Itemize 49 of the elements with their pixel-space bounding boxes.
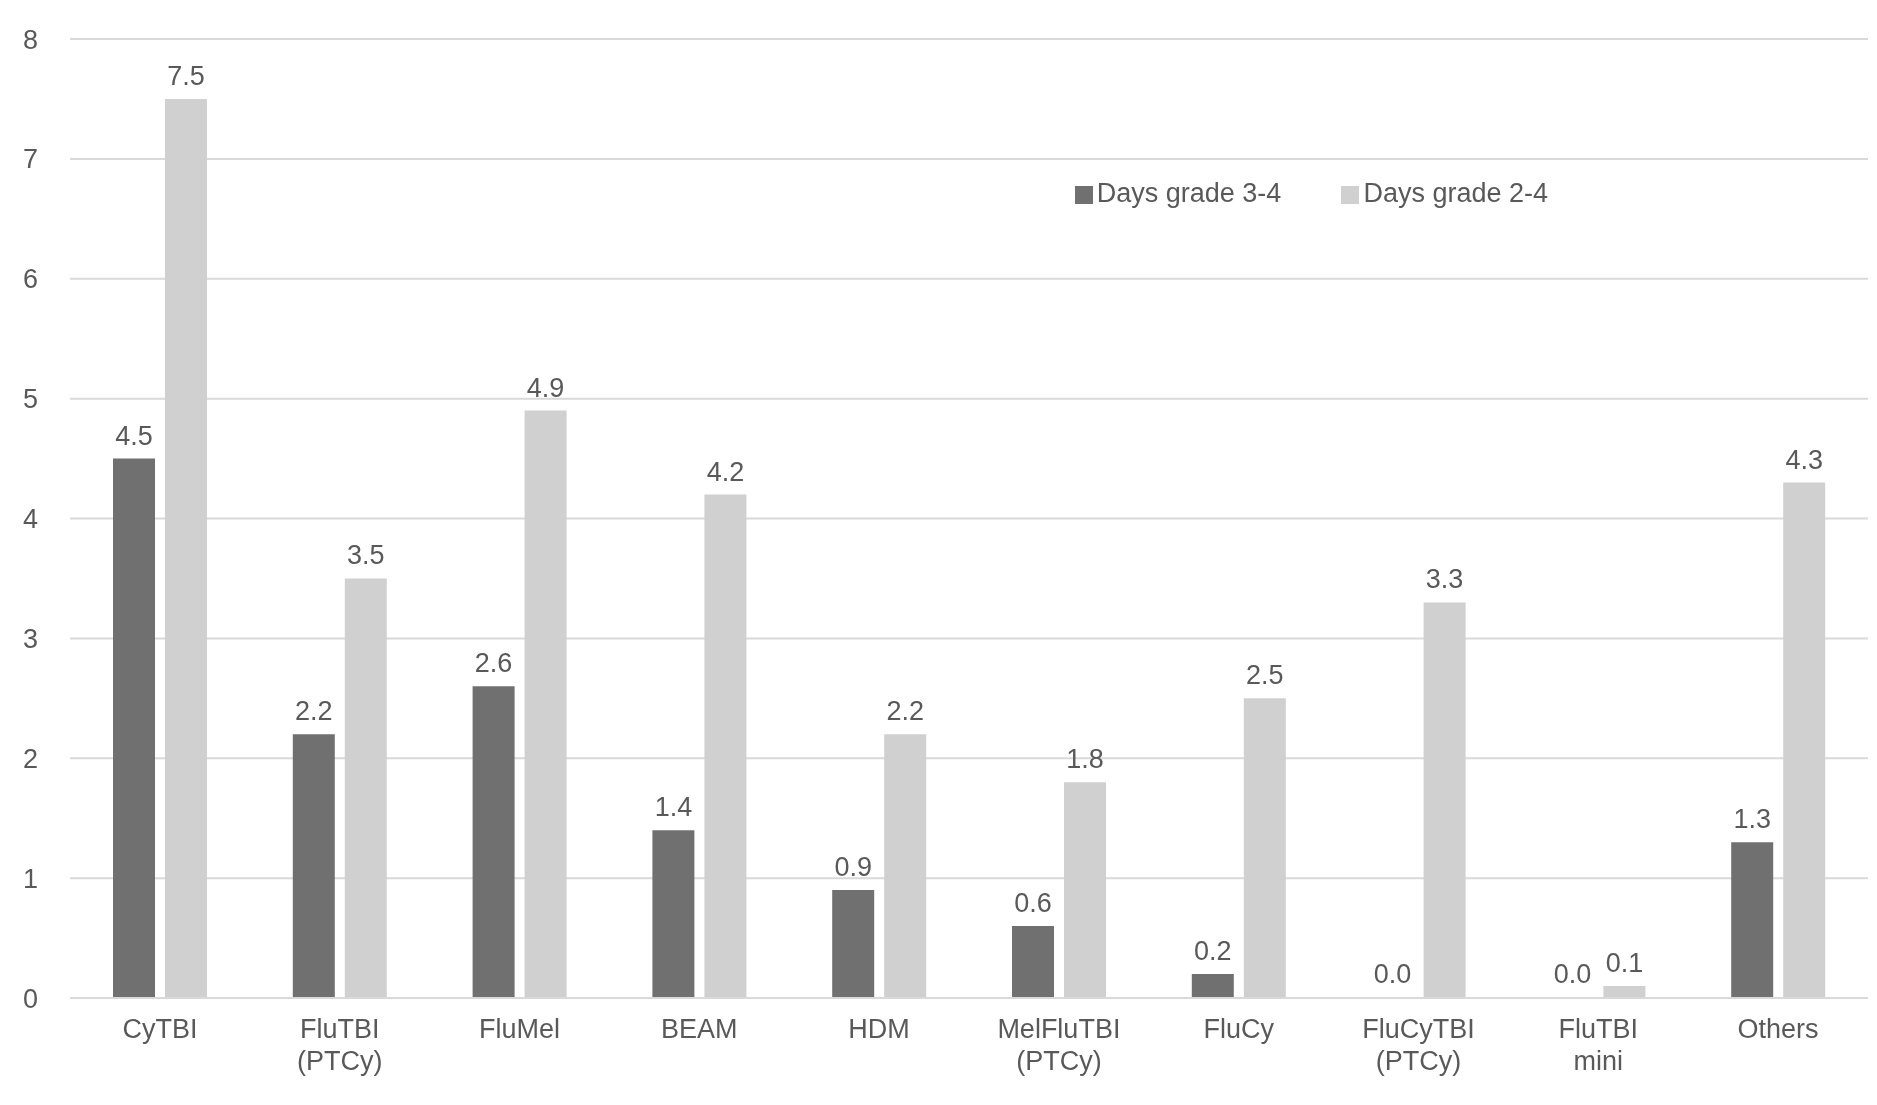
- data-label: 1.4: [654, 792, 693, 823]
- data-label: 2.2: [295, 696, 333, 727]
- data-label: 4.3: [1785, 444, 1823, 475]
- bar: [652, 830, 695, 998]
- data-label: 7.5: [167, 60, 205, 91]
- x-tick-label: CyTBI: [122, 1014, 198, 1044]
- x-tick-label: FluTBI mini: [1558, 1014, 1639, 1076]
- data-label: 1.8: [1066, 744, 1104, 775]
- bar: [1191, 974, 1234, 998]
- y-tick-label: 1: [22, 863, 38, 894]
- bar: [832, 890, 875, 998]
- data-label: 0.6: [1014, 888, 1052, 919]
- x-tick-label: MelFluTBI (PTCy): [997, 1014, 1121, 1076]
- x-tick-label: FluCy: [1203, 1014, 1275, 1044]
- y-tick-label: 2: [22, 743, 38, 774]
- bar: [1012, 926, 1054, 998]
- x-tick-label: Others: [1737, 1014, 1819, 1044]
- y-tick-label: 4: [22, 504, 38, 535]
- y-tick-label: 5: [22, 384, 38, 415]
- data-label: 4.9: [526, 372, 565, 403]
- data-label: 0.1: [1605, 948, 1644, 979]
- legend-label: Days grade 3-4: [1096, 178, 1282, 208]
- bar: [1731, 842, 1774, 998]
- data-label: 4.2: [706, 456, 745, 487]
- data-label: 2.6: [474, 648, 513, 679]
- bar: [472, 686, 515, 998]
- x-tick-label: HDM: [848, 1014, 910, 1044]
- data-label: 2.5: [1246, 660, 1284, 691]
- data-label: 3.5: [347, 540, 385, 571]
- x-tick-label: FluCyTBI (PTCy): [1362, 1014, 1475, 1076]
- y-tick-label: 0: [22, 983, 38, 1014]
- y-tick-label: 8: [22, 24, 38, 55]
- x-tick-label: BEAM: [661, 1014, 738, 1044]
- x-tick-label: FluMel: [478, 1014, 561, 1044]
- bar: [292, 734, 335, 998]
- data-label: 0.2: [1194, 936, 1232, 967]
- data-label: 1.3: [1733, 804, 1771, 835]
- data-label: 2.2: [886, 696, 924, 727]
- y-tick-label: 6: [22, 264, 38, 295]
- x-tick-label: FluTBI (PTCy): [296, 1014, 383, 1076]
- y-tick-label: 3: [22, 623, 38, 654]
- data-label: 3.3: [1425, 564, 1464, 595]
- data-label: 0.0: [1373, 959, 1412, 989]
- legend-label: Days grade 2-4: [1363, 178, 1548, 208]
- data-label: 4.5: [115, 420, 153, 451]
- data-label: 0.0: [1553, 959, 1592, 989]
- data-label: 0.9: [834, 852, 872, 883]
- y-tick-label: 7: [22, 144, 38, 175]
- bar: [113, 458, 155, 998]
